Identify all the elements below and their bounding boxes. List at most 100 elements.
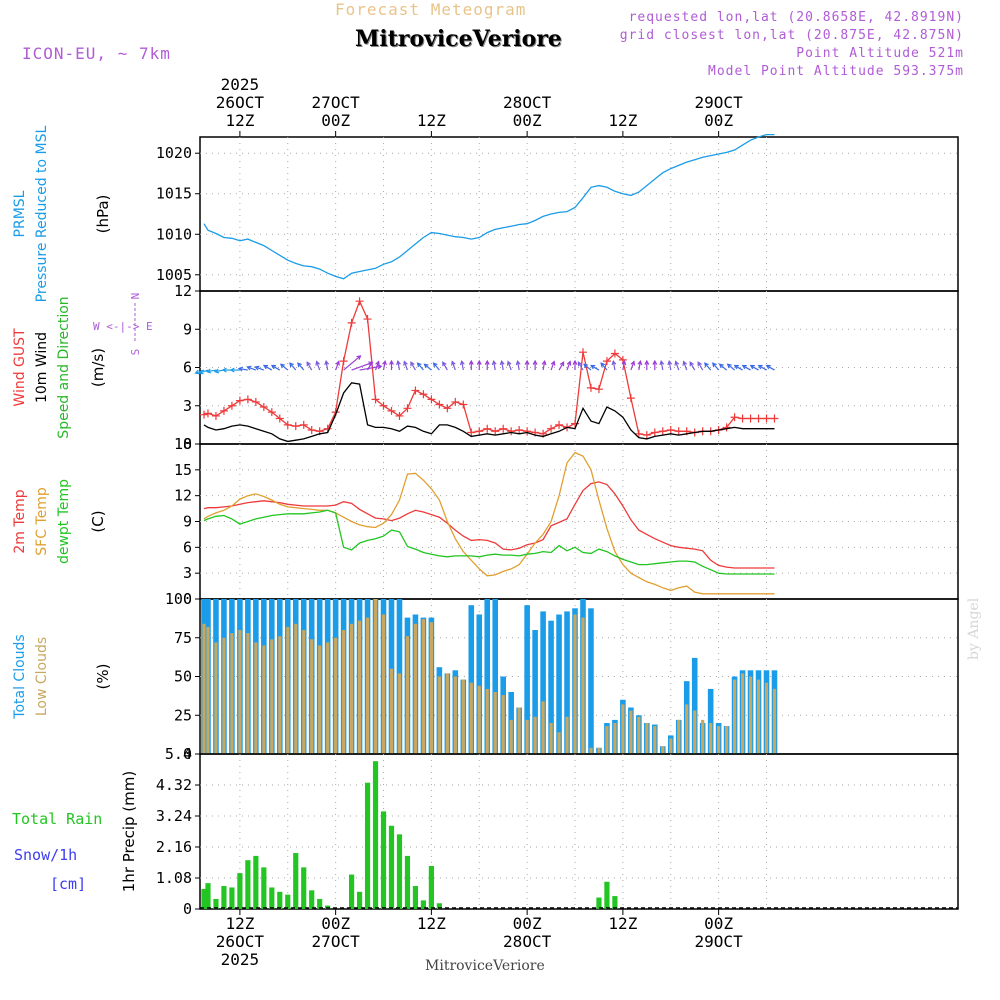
y-tick-label: 12 [174,487,192,505]
gust-marker [770,414,779,423]
gust-marker [642,431,651,440]
series-line-10m-wind [203,382,775,443]
y-tick-label: 1020 [156,144,192,162]
panel-label: 10m Wind [34,332,50,403]
low-cloud-bar [549,723,553,754]
model-label: ICON-EU, ~ 7km [22,44,171,63]
low-cloud-bar [453,676,457,754]
rain-bar [201,888,207,909]
low-cloud-bar [677,719,681,754]
wind-arrow-head [704,362,709,368]
wind-arrow [451,361,456,371]
wind-arrow-head [335,360,340,366]
low-cloud-bar [421,619,426,754]
wind-arrow-head [532,359,538,365]
time-label-bottom: 28OCT [503,932,552,951]
wind-arrow [638,361,641,371]
wind-arrow [316,361,321,371]
y-tick-label: 15 [174,461,192,479]
gust-marker [602,357,611,366]
wind-arrow [410,361,416,371]
series-line-sfc-temp [203,451,775,595]
y-tick-label: 18 [174,435,192,453]
wind-arrow [758,365,767,371]
wind-arrow-head [476,359,482,365]
time-label-bottom: 00Z [321,914,350,933]
low-cloud-bar [517,707,521,754]
wind-arrow-head [566,360,572,366]
wind-arrow-head [468,359,474,365]
wind-arrow-head [611,359,617,366]
y-tick-label: 9 [183,513,192,531]
gust-marker [475,427,484,436]
gust-marker [507,427,516,436]
y-tick-label: 6 [183,359,192,377]
total-cloud-bar [468,605,475,754]
wind-arrow-head [667,359,673,366]
wind-arrow [493,361,496,371]
low-cloud-bar [493,692,497,754]
panel-frame-4 [199,753,959,910]
rain-bar [229,887,235,909]
y-tick-label: 3 [183,397,192,415]
wind-arrow [238,367,248,371]
low-cloud-bar [772,688,777,754]
wind-arrow [501,361,504,371]
wind-arrow-head [757,364,763,370]
wind-arrow [442,361,448,371]
wind-arrow-head [279,363,285,369]
low-cloud-bar [541,701,545,754]
wind-arrow [742,365,751,371]
wind-arrow-head [403,360,408,366]
low-cloud-bar [621,704,625,754]
low-cloud-bar [469,682,473,754]
gust-marker [411,386,420,395]
wind-arrow-head [718,363,724,369]
page-title: MitroviceVeriore [355,26,562,52]
wind-arrow-head [324,359,330,366]
low-cloud-bar [461,679,465,754]
time-label-bottom: 26OCT [216,932,265,951]
total-cloud-bar [476,614,483,754]
gust-marker [275,414,284,423]
time-label-top: 29OCT [695,93,744,112]
model-altitude: Model Point Altitude 593.375m [708,64,964,79]
gust-marker [730,413,739,422]
gust-marker [650,428,659,437]
wind-arrow [727,363,735,371]
wind-arrow-head [506,360,512,366]
total-cloud-bar [548,620,554,754]
low-cloud-bar [357,620,362,754]
low-cloud-bar [437,676,441,754]
wind-arrow [297,362,305,371]
time-label-top: 27OCT [312,93,361,112]
wind-arrow [542,361,546,371]
rain-bar [205,883,211,909]
time-label-top: 00Z [704,111,733,130]
low-cloud-bar [732,679,737,754]
wind-arrow [622,361,626,371]
rain-bar [364,782,371,909]
wind-arrow-head [749,364,755,370]
gust-marker [243,395,252,404]
panel-label: dewpt Temp [56,479,72,564]
wind-arrow [289,362,297,371]
gust-marker [443,404,452,413]
wind-arrow [271,365,281,371]
rain-bar [301,867,307,909]
gust-marker [371,395,380,404]
wind-arrow-head [297,362,302,368]
gust-marker [291,422,300,431]
wind-arrow-head [741,364,747,370]
low-cloud-bar [270,639,274,754]
low-cloud-bar [413,623,418,754]
wind-arrow-head [382,359,387,366]
low-cloud-bar [254,642,258,754]
low-cloud-bar [748,676,753,754]
low-cloud-bar [214,642,218,754]
wind-arrow [382,361,386,371]
wind-arrow-head [432,362,438,368]
wind-arrow [280,363,289,371]
total-cloud-bar [540,611,546,754]
gust-marker [491,427,500,436]
